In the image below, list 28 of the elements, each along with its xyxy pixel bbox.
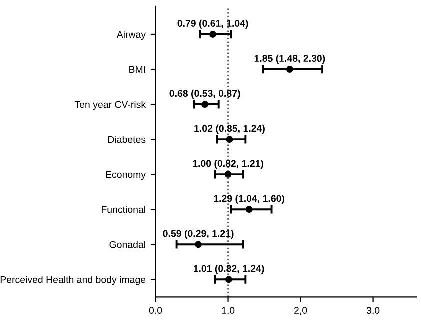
data-label: 1.85 (1.48, 2.30) — [254, 54, 326, 64]
data-label: 1.29 (1.04, 1.60) — [214, 194, 284, 204]
data-label: 0.68 (0.53, 0.87) — [170, 90, 240, 99]
x-tick-label: 2,0 — [294, 307, 308, 316]
y-tick-label: Functional — [102, 206, 146, 214]
data-label: 1.00 (0.82, 1.21) — [193, 160, 264, 170]
point — [195, 241, 202, 248]
point — [210, 31, 217, 38]
y-tick-label: Economy — [106, 171, 146, 180]
x-tick-label: 3,0 — [366, 307, 380, 316]
data-label: 0.79 (0.61, 1.04) — [178, 20, 248, 29]
y-tick-label: Diabetes — [108, 136, 146, 144]
data-label: 0.59 (0.29, 1.21) — [163, 230, 234, 240]
x-tick-label: 1,0 — [222, 307, 235, 316]
y-tick-label: Airway — [116, 30, 146, 40]
y-tick-label: Perceived Health and body image — [0, 276, 146, 286]
y-tick-label: BMI — [130, 66, 146, 74]
y-tick-label: Gonadal — [110, 241, 146, 248]
data-label: 1.01 (0.82, 1.24) — [194, 265, 264, 274]
x-tick-label: 0.0 — [149, 307, 162, 314]
data-label: 1.02 (0.85, 1.24) — [194, 124, 265, 134]
point — [226, 276, 232, 284]
point — [286, 66, 294, 73]
point — [246, 206, 253, 214]
point — [202, 101, 209, 108]
y-tick-label: Ten year CV-risk — [74, 101, 146, 110]
point — [224, 171, 232, 178]
point — [226, 136, 234, 144]
